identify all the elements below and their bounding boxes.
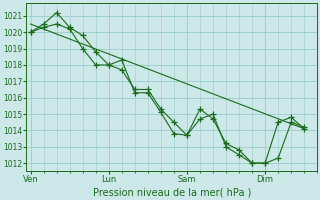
X-axis label: Pression niveau de la mer( hPa ): Pression niveau de la mer( hPa ) <box>92 187 251 197</box>
